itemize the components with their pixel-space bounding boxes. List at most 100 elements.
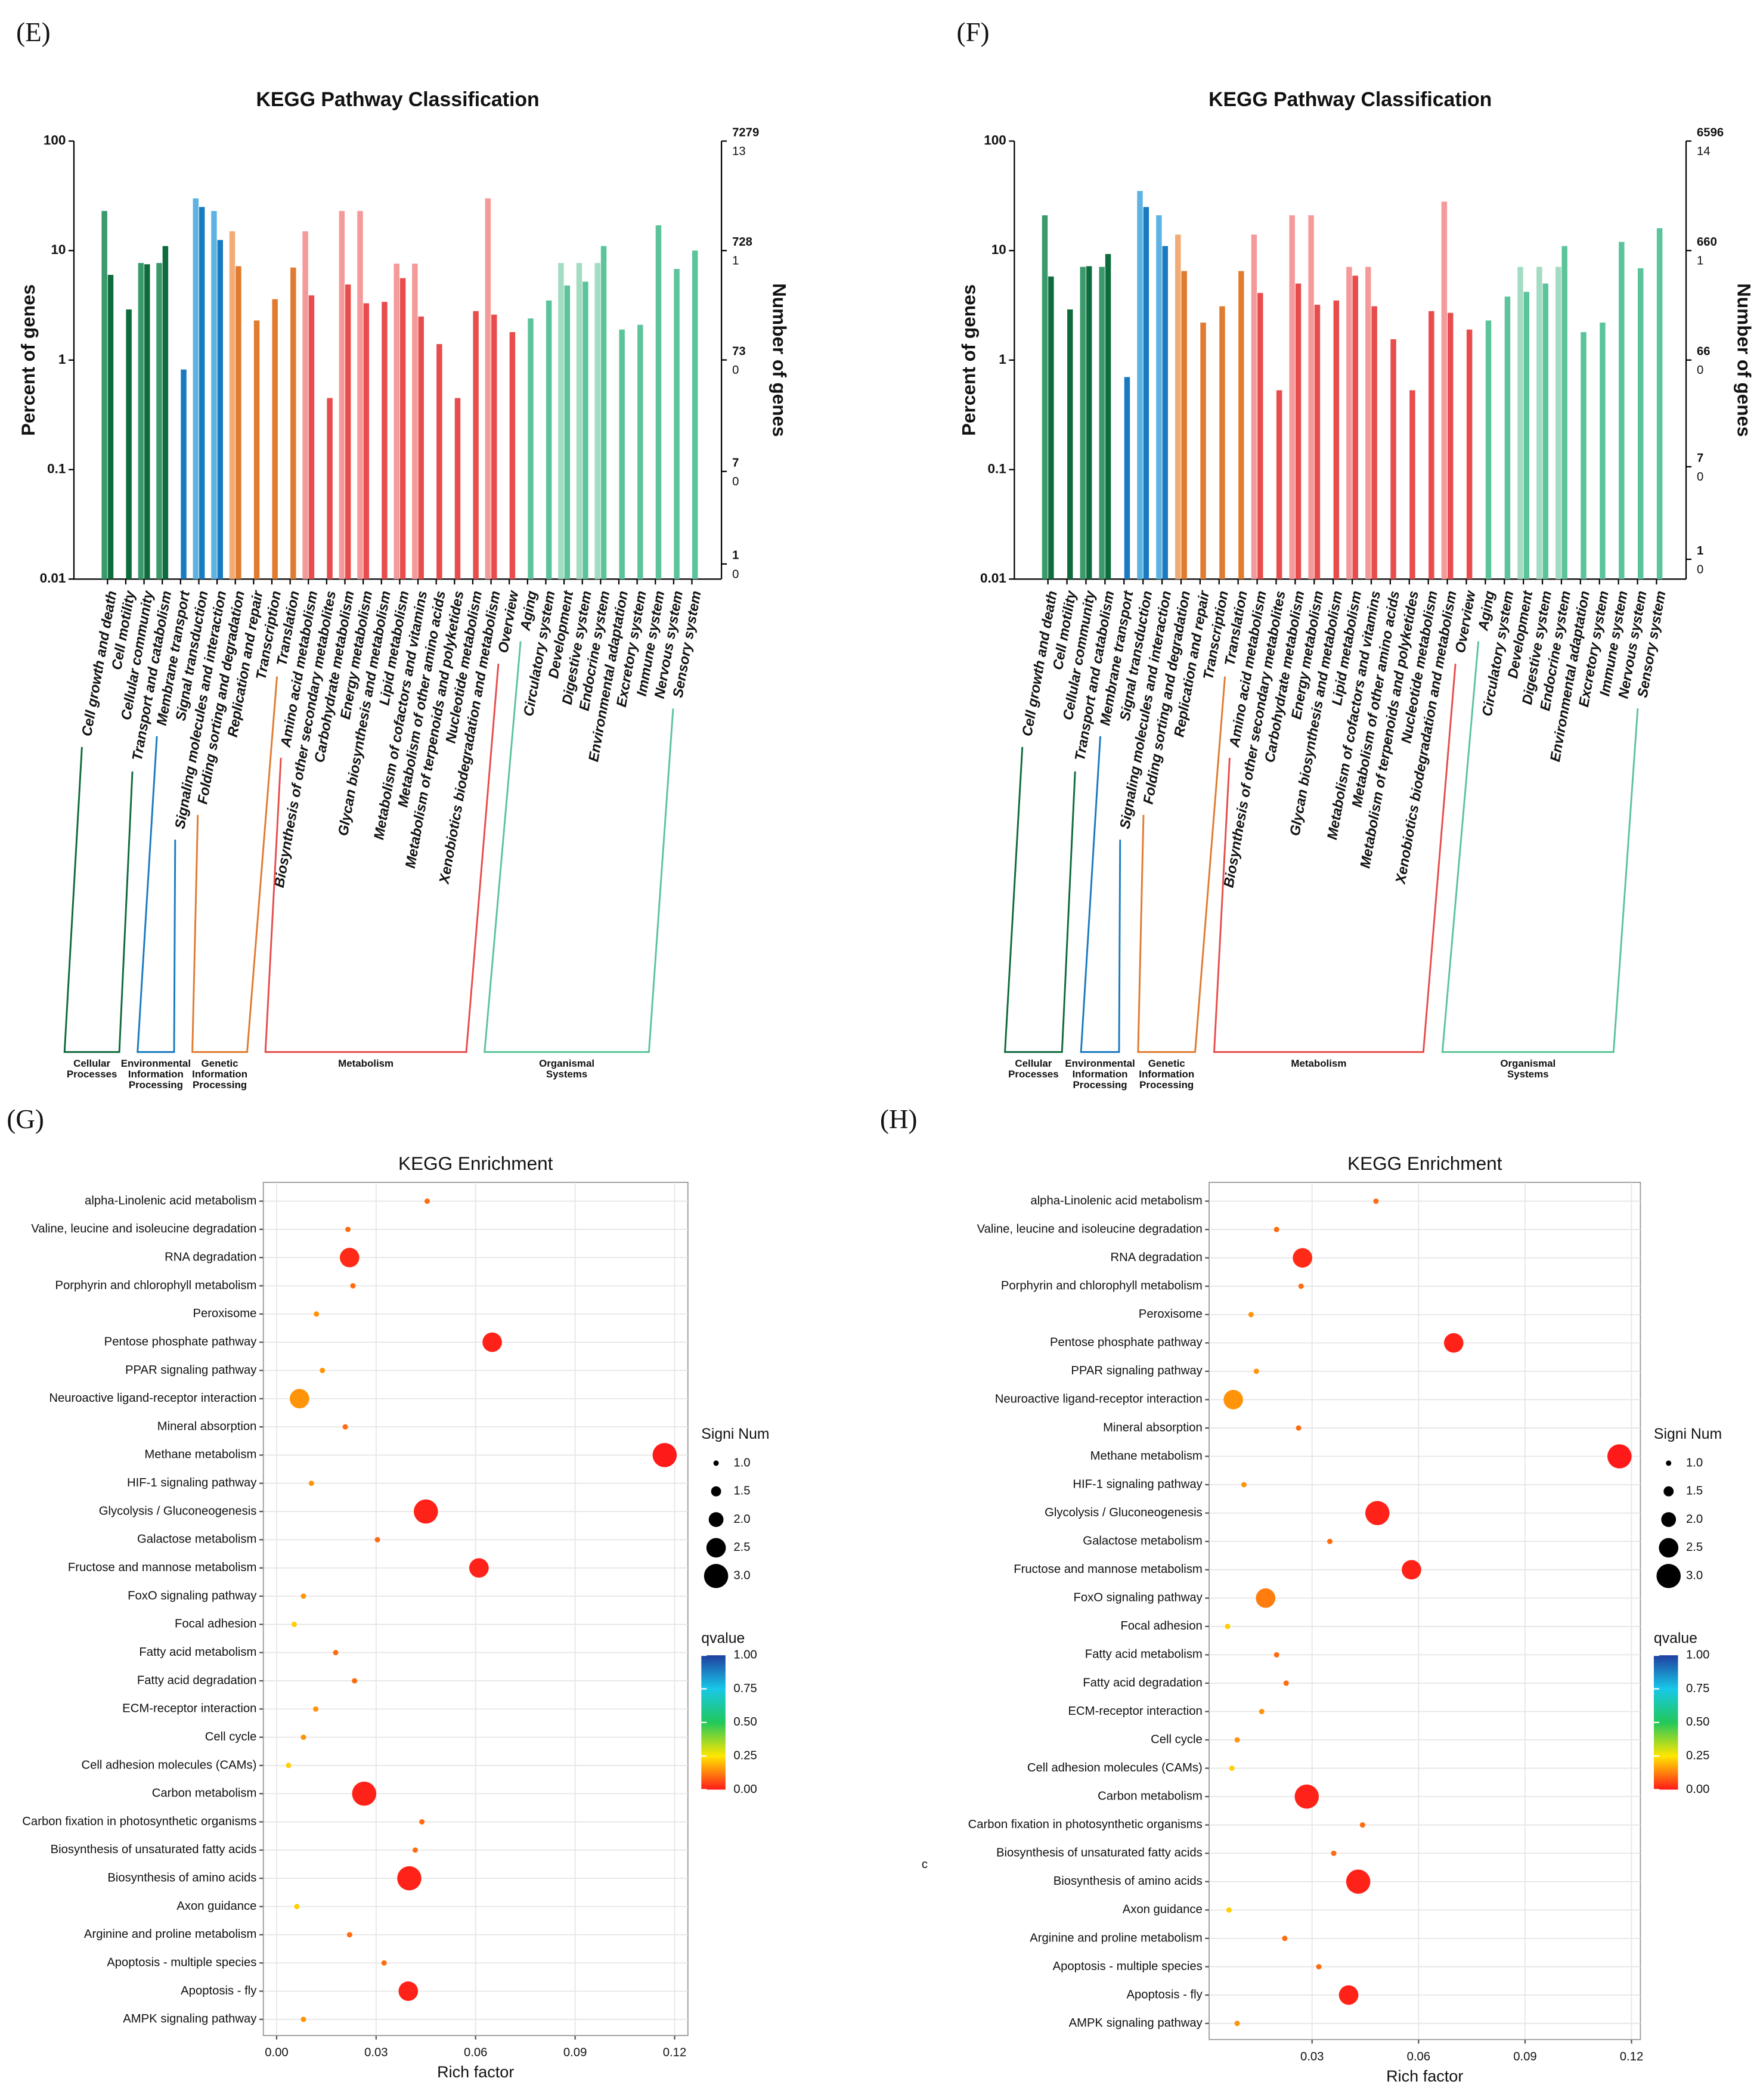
- point: [1241, 1482, 1247, 1488]
- point: [1226, 1907, 1232, 1913]
- panel-label: (E): [16, 17, 51, 47]
- x-tick-label: 0.06: [464, 2046, 487, 2059]
- bar: [253, 320, 260, 580]
- y-tick-label: Fructose and mannose metabolism: [1014, 1563, 1203, 1576]
- y-tick-label: 1: [999, 352, 1006, 367]
- point: [469, 1558, 489, 1578]
- point: [333, 1650, 339, 1656]
- point: [300, 1593, 306, 1599]
- bar: [619, 329, 625, 580]
- point: [1293, 1248, 1312, 1268]
- color-bar-label: 0.25: [1686, 1749, 1709, 1762]
- y-tick-label: RNA degradation: [165, 1251, 256, 1264]
- bar: [1124, 377, 1130, 580]
- point: [352, 1781, 377, 1806]
- chart-title: KEGG Pathway Classification: [256, 88, 539, 111]
- size-legend-label: 1.5: [733, 1485, 750, 1498]
- y2-secondary-label: 0: [1697, 364, 1703, 377]
- y-tick-label: Apoptosis - fly: [1127, 1988, 1203, 2001]
- group-label: Metabolism: [1291, 1058, 1346, 1069]
- size-legend-title: Signi Num: [1654, 1426, 1722, 1442]
- bar: [1219, 306, 1225, 580]
- point: [414, 1499, 438, 1524]
- bar: [308, 295, 315, 580]
- bar: [181, 369, 187, 580]
- size-legend-symbol: [1656, 1563, 1681, 1588]
- y-tick-label: Carbon metabolism: [1098, 1789, 1203, 1802]
- y-tick-label: Biosynthesis of amino acids: [1053, 1875, 1203, 1888]
- bar: [558, 263, 564, 580]
- point: [1283, 1680, 1289, 1686]
- color-bar-label: 0.75: [1686, 1682, 1709, 1695]
- y-tick-label: RNA degradation: [1110, 1251, 1202, 1264]
- y2-secondary-label: 13: [732, 145, 746, 158]
- point: [1296, 1425, 1302, 1431]
- y-tick-label: alpha-Linolenic acid metabolism: [85, 1194, 256, 1207]
- group-bracket: [1137, 676, 1226, 1053]
- y-tick-label: AMPK signaling pathway: [123, 2012, 257, 2025]
- point: [294, 1904, 300, 1910]
- point: [1346, 1869, 1371, 1894]
- point: [1282, 1935, 1288, 1941]
- bar: [1048, 276, 1054, 580]
- group-bracket: [1080, 736, 1121, 1053]
- point: [1443, 1333, 1464, 1353]
- y-tick-label: Valine, leucine and isoleucine degradati…: [31, 1222, 256, 1235]
- group-label: Organismal: [539, 1058, 594, 1069]
- bar: [692, 250, 698, 580]
- y-tick-label: Glycolysis / Gluconeogenesis: [1045, 1506, 1203, 1519]
- annotation: c: [922, 1858, 928, 1871]
- bar: [473, 311, 479, 580]
- bar: [1504, 296, 1511, 580]
- bar: [1067, 309, 1073, 580]
- point: [300, 1734, 306, 1740]
- bar: [1448, 312, 1454, 580]
- bar: [1523, 292, 1530, 580]
- bar: [1371, 306, 1377, 580]
- chart-title: KEGG Enrichment: [1347, 1153, 1502, 1174]
- bar: [509, 332, 516, 580]
- bar: [1181, 271, 1187, 580]
- group-label: Environmental: [1065, 1058, 1135, 1069]
- y2-tick-label: 7279: [732, 126, 759, 139]
- y-tick-label: Fatty acid metabolism: [1085, 1648, 1203, 1661]
- point: [1607, 1444, 1632, 1469]
- point: [1234, 2021, 1240, 2027]
- group-label: Metabolism: [338, 1058, 393, 1069]
- bar: [1561, 246, 1567, 580]
- y2-tick-label: 73: [732, 345, 746, 358]
- y2-secondary-label: 0: [732, 364, 739, 377]
- y-tick-label: Fatty acid degradation: [1083, 1676, 1203, 1689]
- size-legend-symbol: [711, 1486, 721, 1497]
- group-label: Processes: [67, 1068, 117, 1080]
- bar: [162, 246, 169, 580]
- chart-title: KEGG Pathway Classification: [1209, 88, 1492, 111]
- y-tick-label: Arginine and proline metabolism: [84, 1928, 257, 1941]
- color-bar-label: 1.00: [733, 1648, 757, 1661]
- bar: [655, 225, 662, 580]
- bar: [327, 398, 333, 580]
- group-bracket: [1213, 664, 1457, 1053]
- bar: [1517, 267, 1523, 580]
- group-bracket: [191, 676, 278, 1053]
- bar: [1619, 241, 1625, 580]
- y-tick-label: 0.01: [40, 571, 66, 586]
- y2-tick-label: 7: [1697, 452, 1703, 465]
- bar: [1542, 283, 1548, 580]
- bar: [144, 264, 150, 580]
- y-tick-label: ECM-receptor interaction: [122, 1702, 256, 1715]
- bar: [1441, 202, 1448, 580]
- bar: [138, 263, 144, 580]
- point: [346, 1932, 352, 1938]
- point: [1273, 1652, 1279, 1658]
- group-bracket: [1004, 747, 1076, 1053]
- y-tick-label: 1: [58, 352, 66, 367]
- panel-label: (F): [956, 17, 989, 47]
- y-axis-label: Percent of genes: [958, 284, 979, 436]
- x-tick-label: 0.03: [1300, 2050, 1324, 2063]
- bar: [1485, 320, 1492, 580]
- bar: [491, 314, 497, 580]
- y-tick-label: 0.1: [988, 461, 1006, 476]
- bar: [1409, 390, 1415, 580]
- y-tick-label: FoxO signaling pathway: [128, 1589, 257, 1602]
